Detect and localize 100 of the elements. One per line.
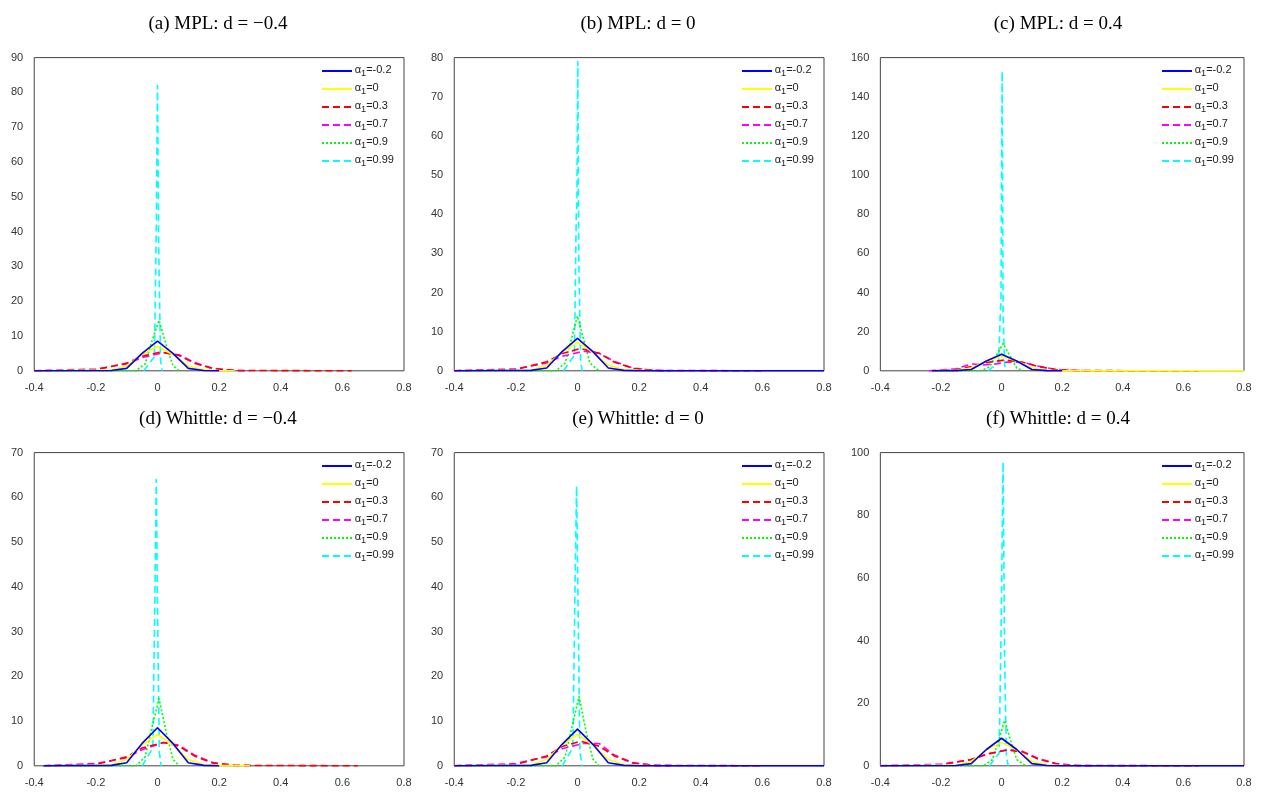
x-tick-label: -0.2: [506, 381, 526, 394]
legend-label: α$_{1}$=0.99: [774, 153, 814, 169]
x-tick-label: 0.8: [816, 381, 832, 394]
chart-title: (a) MPL: d = −0.4: [147, 11, 289, 35]
y-tick-label: 30: [10, 624, 24, 637]
x-tick-label: 0.6: [754, 381, 771, 394]
legend-label: α$_{1}$=0: [774, 81, 799, 97]
y-tick-label: 40: [857, 285, 870, 298]
legend-label: α$_{1}$=-0.2: [1194, 63, 1232, 79]
y-tick-label: 20: [10, 669, 24, 682]
legend-label: α$_{1}$=0.9: [354, 530, 388, 546]
y-tick-label: 20: [857, 324, 870, 337]
legend-label: α$_{1}$=0: [354, 81, 379, 97]
legend-label: α$_{1}$=-0.2: [354, 458, 392, 474]
y-tick-label: 60: [430, 128, 444, 141]
legend-label: α$_{1}$=0: [1194, 476, 1219, 492]
y-tick-label: 60: [430, 490, 444, 503]
legend-label: α$_{1}$=-0.2: [1194, 458, 1232, 474]
y-tick-label: 60: [857, 570, 870, 583]
legend-label: α$_{1}$=0: [774, 476, 799, 492]
y-tick-label: 80: [857, 207, 870, 220]
x-tick-label: 0.6: [334, 381, 351, 394]
y-tick-label: 50: [10, 535, 24, 548]
y-tick-label: 30: [10, 259, 24, 272]
y-tick-label: 0: [437, 363, 444, 376]
x-tick-label: -0.4: [444, 381, 464, 394]
x-tick-label: 0.6: [1175, 381, 1192, 394]
x-tick-label: 0.2: [211, 776, 227, 789]
y-tick-label: 70: [430, 89, 444, 102]
y-tick-label: 10: [10, 714, 24, 727]
legend-label: α$_{1}$=0.99: [354, 548, 394, 564]
y-tick-label: 50: [430, 535, 444, 548]
legend-label: α$_{1}$=0.9: [1194, 135, 1228, 151]
x-tick-label: 0: [998, 776, 1005, 789]
x-tick-label: 0.4: [273, 776, 289, 789]
x-tick-label: 0.2: [211, 381, 227, 394]
y-tick-label: 0: [863, 363, 870, 376]
chart-title: (b) MPL: d = 0: [579, 11, 697, 35]
x-tick-label: 0.8: [816, 776, 832, 789]
legend-label: α$_{1}$=0.99: [1194, 548, 1234, 564]
line-series: [142, 84, 163, 372]
chart-title: (c) MPL: d = 0.4: [992, 11, 1124, 35]
x-tick-label: -0.4: [24, 381, 44, 394]
y-tick-label: 100: [850, 445, 870, 458]
y-tick-label: 80: [430, 50, 444, 63]
legend-label: α$_{1}$=0.99: [354, 153, 394, 169]
y-tick-label: 40: [430, 207, 444, 220]
y-tick-label: 0: [863, 758, 870, 771]
x-tick-label: 0: [574, 776, 581, 789]
chart-title: (f) Whittle: d = 0.4: [985, 406, 1131, 430]
legend-label: α$_{1}$=0.3: [774, 494, 808, 510]
y-tick-label: 10: [10, 329, 24, 342]
legend-label: α$_{1}$=-0.2: [774, 63, 812, 79]
legend-label: α$_{1}$=0.7: [354, 512, 388, 528]
x-tick-label: -0.2: [931, 381, 951, 394]
x-tick-label: -0.4: [24, 776, 44, 789]
y-tick-label: 60: [10, 155, 24, 168]
y-tick-label: 50: [10, 189, 24, 202]
y-tick-label: 10: [430, 714, 444, 727]
x-tick-label: 0: [574, 381, 581, 394]
y-tick-label: 100: [850, 168, 870, 181]
y-tick-label: 40: [430, 579, 444, 592]
y-tick-label: 60: [10, 490, 24, 503]
legend-label: α$_{1}$=0.99: [1194, 153, 1234, 169]
line-series: [561, 485, 583, 767]
legend-label: α$_{1}$=0: [354, 476, 379, 492]
x-tick-label: 0.2: [1054, 776, 1070, 789]
x-tick-label: 0.8: [1236, 776, 1252, 789]
y-tick-label: 0: [17, 363, 24, 376]
legend-label: α$_{1}$=0.7: [1194, 117, 1228, 133]
line-series: [141, 478, 162, 767]
x-tick-label: 0.6: [754, 776, 771, 789]
legend-label: α$_{1}$=0.3: [1194, 494, 1228, 510]
x-tick-label: 0.2: [1054, 381, 1070, 394]
legend-label: α$_{1}$=-0.2: [774, 458, 812, 474]
x-tick-label: 0.4: [1115, 381, 1131, 394]
y-tick-label: 160: [850, 50, 870, 63]
x-tick-label: 0.6: [1175, 776, 1192, 789]
legend-label: α$_{1}$=0.3: [354, 99, 388, 115]
y-tick-label: 40: [10, 224, 24, 237]
y-tick-label: 0: [437, 758, 444, 771]
line-series: [562, 60, 583, 372]
x-tick-label: 0.4: [693, 776, 709, 789]
y-tick-label: 70: [10, 120, 24, 133]
legend-label: α$_{1}$=0.7: [1194, 512, 1228, 528]
x-tick-label: 0.8: [396, 776, 412, 789]
x-tick-label: 0: [154, 776, 161, 789]
y-tick-label: 10: [430, 324, 444, 337]
y-tick-label: 90: [10, 50, 24, 63]
y-tick-label: 20: [430, 285, 444, 298]
legend-label: α$_{1}$=0.9: [774, 135, 808, 151]
chart-title: (d) Whittle: d = −0.4: [138, 406, 298, 430]
x-tick-label: -0.2: [931, 776, 951, 789]
line-series: [988, 461, 1010, 767]
legend-label: α$_{1}$=0.7: [774, 117, 808, 133]
legend-label: α$_{1}$=0.9: [774, 530, 808, 546]
x-tick-label: 0.4: [273, 381, 289, 394]
y-tick-label: 30: [430, 624, 444, 637]
legend-label: α$_{1}$=0.7: [774, 512, 808, 528]
legend-label: α$_{1}$=0.3: [1194, 99, 1228, 115]
